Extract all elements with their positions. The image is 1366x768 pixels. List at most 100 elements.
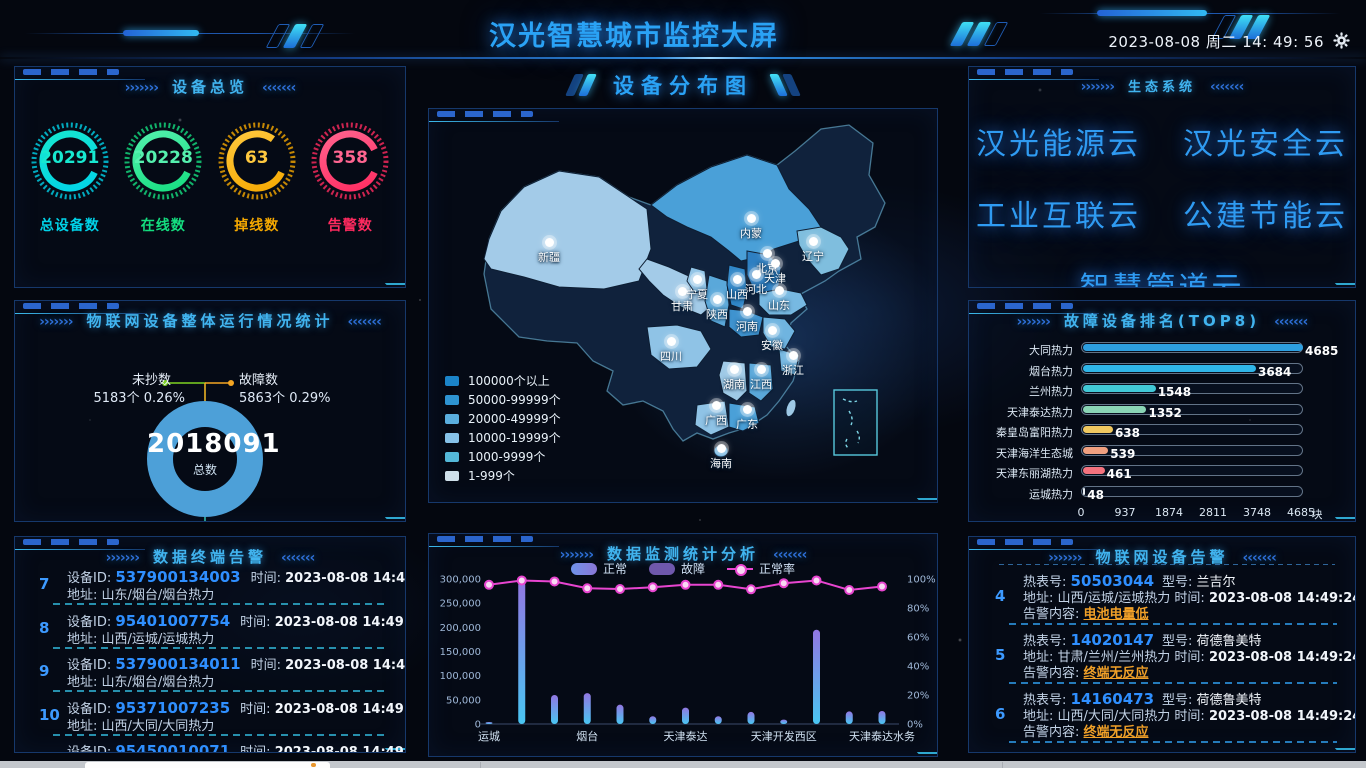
device-id-value: 95371007235 bbox=[115, 698, 231, 717]
header-slash-right-1 bbox=[949, 22, 1009, 46]
legend-swatch-icon bbox=[445, 394, 459, 405]
device-id-label: 设备ID: bbox=[67, 701, 116, 717]
addr-value: 山西/运城/运城热力 bbox=[101, 631, 215, 647]
rank-track: 3684 bbox=[1081, 362, 1303, 379]
fault-rank-rows: 大同热力 4685 烟台热力 3684 兰州热力 1548 天津泰达热力 1352 秦皇岛富阳热… bbox=[969, 339, 1355, 503]
panel-china-map: 新疆 内蒙 辽宁 北京 天津 河北 山西 山东 宁夏 甘肃 陕西 河南 安徽 四川 湖南 江西 浙江 广西 广东 海南… bbox=[428, 108, 938, 503]
meter-value: 14020147 bbox=[1070, 631, 1155, 649]
donut-center: 2018091 总数 bbox=[147, 429, 280, 478]
svg-text:100,000: 100,000 bbox=[440, 671, 481, 682]
alert-line-1: 设备ID: 95371007235 时间: 2023-08-08 14:49:24… bbox=[67, 698, 405, 717]
axis-tick: 4685 bbox=[1287, 506, 1315, 519]
terminal-alert-row: 11 设备ID: 95450010071 时间: 2023-08-08 14:49:… bbox=[29, 741, 405, 753]
gauge-4: 358 告警数 bbox=[304, 115, 396, 235]
rank-track: 48 bbox=[1081, 485, 1303, 502]
ecosystem-line: 工业互联云 公建节能云 bbox=[969, 191, 1355, 235]
addr-label: 地址: bbox=[67, 588, 102, 603]
device-id-label: 设备ID: bbox=[67, 614, 116, 630]
monitor-chart-legend: 正常 故障 正常率 bbox=[429, 560, 937, 577]
legend-swatch-icon bbox=[445, 470, 459, 481]
page-title: 汉光智慧城市监控大屏 bbox=[489, 21, 779, 52]
callout-label: 未抄数 bbox=[131, 373, 171, 388]
ecosystem-item: 汉光能源云 bbox=[976, 127, 1141, 162]
time-label: 时间: bbox=[250, 658, 286, 673]
legend-label: 10000-19999个 bbox=[468, 431, 561, 445]
model-label: 型号: bbox=[1162, 693, 1197, 708]
svg-text:150,000: 150,000 bbox=[440, 647, 481, 658]
separator bbox=[1009, 682, 1337, 684]
alert-content-value: 终端无反应 bbox=[1083, 725, 1149, 740]
settings-gear-icon[interactable] bbox=[1333, 32, 1350, 49]
rank-label: 天津泰达热力 bbox=[1007, 405, 1073, 419]
meter-value: 14160473 bbox=[1070, 690, 1155, 708]
rank-value: 461 bbox=[1106, 467, 1132, 481]
gauge-group: 20291 总设备数 20228 在线数 63 掉线数 358 告警数 bbox=[15, 115, 405, 235]
addr-label: 地址: bbox=[67, 675, 102, 690]
panel-title-fault-rank: 故障设备排名(TOP8) bbox=[969, 310, 1355, 331]
time-value: 2023-08-08 14:49:24 bbox=[285, 571, 406, 586]
rank-row: 大同热力 4685 bbox=[969, 339, 1355, 360]
svg-text:250,000: 250,000 bbox=[440, 599, 481, 610]
time-label: 时间: bbox=[240, 701, 275, 717]
content-label: 告警内容: bbox=[1023, 725, 1084, 740]
legend-label: 50000-99999个 bbox=[468, 393, 561, 407]
rank-row: 秦皇岛富阳热力 638 bbox=[969, 421, 1355, 442]
rank-track: 1352 bbox=[1081, 403, 1303, 420]
map-legend: 100000个以上 50000-99999个 20000-49999个 10000-1… bbox=[445, 371, 561, 485]
normal-swatch-icon bbox=[570, 562, 597, 575]
map-heading: 设备分布图 bbox=[428, 70, 938, 100]
alert-line-1: 热表号: 14160473 型号: 荷德鲁美特 bbox=[1023, 689, 1262, 708]
rank-value: 48 bbox=[1087, 487, 1104, 502]
separator bbox=[53, 603, 389, 605]
model-label: 型号: bbox=[1162, 634, 1197, 649]
rank-value: 1548 bbox=[1157, 385, 1192, 399]
ecosystem-item: 汉光安全云 bbox=[1183, 127, 1348, 162]
panel-title-terminal-alerts: 数据终端告警 bbox=[15, 546, 405, 567]
content-label: 告警内容: bbox=[1023, 607, 1084, 622]
time-value: 2023-08-08 14:49:24 bbox=[274, 745, 405, 753]
gauge-ring-icon bbox=[218, 122, 296, 200]
legend-swatch-icon bbox=[445, 432, 459, 443]
alert-index: 5 bbox=[995, 646, 1006, 664]
callout-values: 5863个 0.29% bbox=[239, 391, 331, 406]
device-id-value: 537900134011 bbox=[115, 655, 241, 673]
iot-alert-row: 5 热表号: 14020147 型号: 荷德鲁美特 地址: 甘肃/兰州/兰州热力 时间… bbox=[983, 630, 1355, 689]
rank-bar bbox=[1083, 344, 1303, 351]
time-value: 2023-08-08 14:49:24 bbox=[274, 701, 405, 717]
axis-unit: 块 bbox=[1311, 508, 1323, 521]
alert-line-3: 告警内容: 电池电量低 bbox=[1023, 603, 1149, 622]
meter-value: 50503044 bbox=[1070, 572, 1155, 590]
alert-index: 10 bbox=[39, 705, 60, 724]
background-window-tab[interactable] bbox=[85, 762, 330, 768]
separator bbox=[1009, 741, 1337, 743]
alert-content-value: 终端无反应 bbox=[1083, 666, 1149, 681]
addr-value: 甘肃/兰州/兰州热力 bbox=[1057, 650, 1175, 665]
background-window-strip[interactable] bbox=[0, 761, 1366, 768]
rank-bar bbox=[1083, 487, 1086, 495]
svg-text:80%: 80% bbox=[907, 604, 929, 615]
rank-track: 4685 bbox=[1081, 342, 1338, 358]
addr-value: 山东/烟台/烟台热力 bbox=[101, 675, 215, 690]
china-map bbox=[483, 124, 937, 479]
time-label: 时间: bbox=[240, 745, 275, 753]
addr-value: 山西/大同/大同热力 bbox=[101, 718, 215, 734]
rank-label: 天津海洋生态城 bbox=[996, 446, 1073, 460]
map-legend-item: 10000-19999个 bbox=[445, 428, 561, 447]
alert-line-1: 设备ID: 537900134003 时间: 2023-08-08 14:49:2… bbox=[67, 567, 406, 586]
gauge-ring-icon bbox=[311, 122, 389, 200]
legend-item-rate: 正常率 bbox=[727, 560, 795, 577]
panel-title-iot-stats: 物联网设备整体运行情况统计 bbox=[15, 310, 405, 331]
gauge-label: 掉线数 bbox=[234, 218, 280, 234]
legend-label: 20000-49999个 bbox=[468, 412, 561, 426]
legend-item-normal: 正常 bbox=[570, 560, 627, 577]
panel-title-ecosystem: 生态系统 bbox=[969, 76, 1355, 95]
panel-terminal-alerts: 数据终端告警 7 设备ID: 537900134003 时间: 2023-08-08… bbox=[14, 536, 406, 753]
model-value: 荷德鲁美特 bbox=[1196, 693, 1262, 708]
rank-label: 兰州热力 bbox=[1029, 385, 1073, 398]
svg-text:60%: 60% bbox=[907, 633, 929, 644]
addr-value: 山东/烟台/烟台热力 bbox=[101, 588, 215, 603]
panel-title-iot-alerts: 物联网设备告警 bbox=[969, 546, 1355, 567]
ecosystem-line: 智慧管道云 bbox=[969, 263, 1355, 287]
